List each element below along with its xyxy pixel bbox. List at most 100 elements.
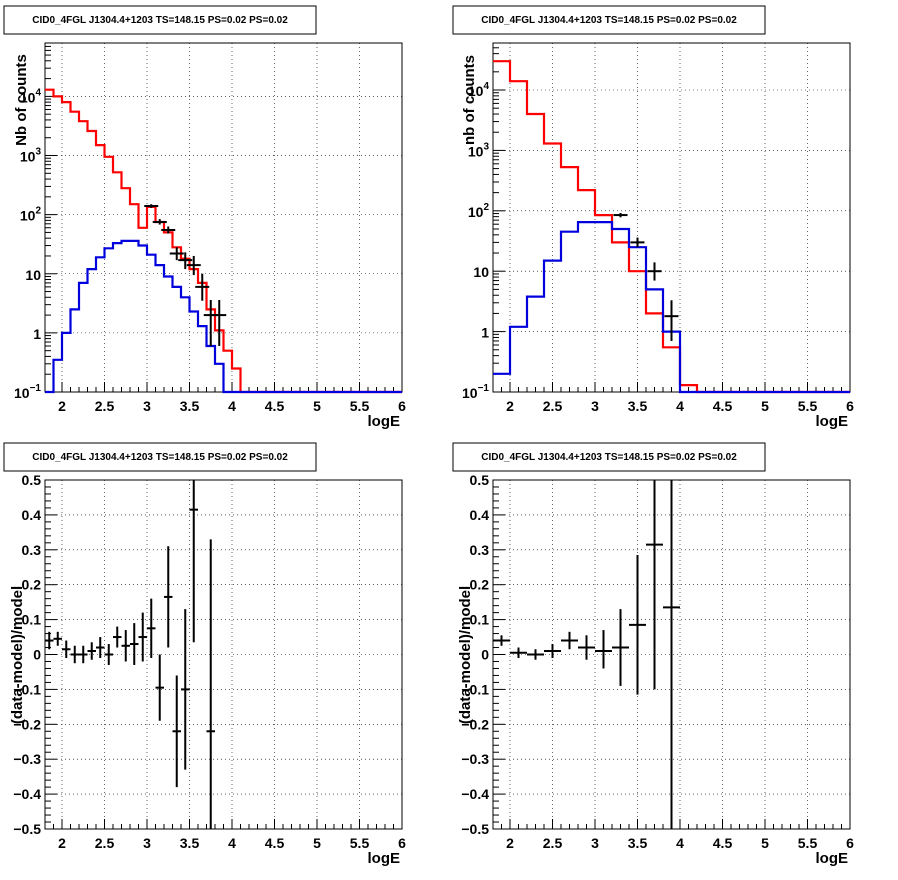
chart-panel-1: 2 2.5 3 3.5 4 4.5 5 5.5 610−1110102103104CID0_4F… — [3, 5, 406, 430]
y-tick-base: 10 — [14, 385, 30, 401]
x-tick-label: 5.5 — [350, 835, 370, 851]
x-tick-label: 3.5 — [628, 835, 648, 851]
y-tick-label: 10 — [473, 264, 489, 280]
y-tick-label: −0.4 — [13, 786, 41, 802]
chart-title: CID0_4FGL J1304.4+1203 TS=148.15 PS=0.02… — [481, 452, 737, 463]
y-tick-exponent: 3 — [483, 141, 489, 152]
y-tick-exponent: −1 — [30, 383, 42, 394]
y-tick-label: 0.4 — [22, 507, 42, 523]
y-tick-label: 0.2 — [470, 577, 490, 593]
y-tick-base: 10 — [473, 264, 489, 280]
x-tick-label: 3 — [591, 835, 599, 851]
x-tick-label: 5.5 — [350, 398, 370, 414]
y-axis-label: Nb of counts — [13, 54, 30, 146]
y-tick-label: 104 — [468, 81, 490, 99]
x-tick-label: 5.5 — [798, 398, 818, 414]
y-tick-label: −0.3 — [461, 751, 489, 767]
x-tick-label: 2.5 — [95, 398, 115, 414]
x-tick-label: 4.5 — [265, 398, 285, 414]
y-tick-label: 103 — [20, 147, 42, 165]
y-tick-exponent: 4 — [35, 87, 41, 98]
y-tick-label: −0.2 — [461, 716, 489, 732]
y-axis-label: (data-model)/model — [457, 586, 474, 724]
y-tick-exponent: 4 — [483, 81, 489, 92]
y-tick-label: 104 — [20, 87, 42, 105]
y-tick-base: 1 — [481, 325, 489, 341]
y-tick-label: 10 — [25, 267, 41, 283]
x-axis-label: logE — [816, 850, 849, 867]
x-axis-label: logE — [368, 413, 401, 430]
y-tick-label: −0.3 — [13, 751, 41, 767]
x-tick-label: 2 — [506, 398, 514, 414]
y-tick-label: −0.1 — [13, 681, 41, 697]
x-tick-label: 3.5 — [180, 835, 200, 851]
x-ticks: 2 2.5 3 3.5 4 4.5 5 5.5 6 — [44, 819, 406, 851]
x-tick-label: 6 — [398, 398, 406, 414]
y-tick-label: 0.5 — [22, 472, 42, 488]
x-tick-label: 4.5 — [265, 835, 285, 851]
x-tick-label: 2 — [58, 398, 66, 414]
y-tick-exponent: −1 — [478, 383, 490, 394]
x-tick-label: 6 — [398, 835, 406, 851]
x-tick-label: 3.5 — [180, 398, 200, 414]
histogram-series-2 — [45, 239, 402, 394]
y-tick-exponent: 3 — [35, 147, 41, 158]
y-tick-label: 102 — [468, 202, 490, 220]
x-ticks: 2 2.5 3 3.5 4 4.5 5 5.5 6 — [492, 819, 854, 851]
x-tick-label: 4.5 — [713, 835, 733, 851]
y-tick-label: 103 — [468, 141, 490, 159]
y-tick-label: 102 — [20, 206, 42, 224]
y-tick-label: 1 — [481, 325, 489, 341]
x-tick-label: 2 — [58, 835, 66, 851]
x-tick-label: 4 — [676, 398, 684, 414]
x-tick-label: 4 — [228, 835, 236, 851]
y-tick-base: 10 — [468, 83, 484, 99]
y-tick-base: 10 — [20, 89, 36, 105]
y-ticks: −0.5 −0.4 −0.3 −0.2 −0.1 0 0.1 0.2 0.3 0.4 0.5 — [461, 472, 505, 837]
y-tick-label: 0.1 — [22, 612, 42, 628]
y-tick-label: −0.2 — [13, 716, 41, 732]
x-axis-label: logE — [368, 850, 401, 867]
x-tick-label: 3 — [591, 398, 599, 414]
y-tick-base: 10 — [20, 208, 36, 224]
y-tick-label: 0.1 — [470, 612, 490, 628]
y-tick-label: 0 — [33, 647, 41, 663]
y-tick-label: −0.5 — [461, 821, 489, 837]
x-axis-label: logE — [816, 413, 849, 430]
title-box — [452, 5, 766, 35]
residual-points — [493, 480, 680, 829]
y-tick-label: 10−1 — [14, 383, 41, 401]
y-tick-label: 0.2 — [22, 577, 42, 593]
y-tick-base: 1 — [33, 326, 41, 342]
chart-title: CID0_4FGL J1304.4+1203 TS=148.15 PS=0.02… — [32, 15, 288, 26]
y-tick-label: 0.4 — [470, 507, 490, 523]
x-tick-label: 5.5 — [798, 835, 818, 851]
y-tick-label: 1 — [33, 326, 41, 342]
x-tick-label: 3.5 — [628, 398, 648, 414]
x-tick-label: 3 — [143, 835, 151, 851]
y-tick-base: 10 — [468, 143, 484, 159]
title-box — [3, 5, 317, 35]
y-tick-label: 0 — [481, 647, 489, 663]
chart-panel-3: 2 2.5 3 3.5 4 4.5 5 5.5 6 −0.5 −0.4 −0.3 −0.2 −0.1 0 0.… — [3, 442, 406, 867]
x-tick-label: 3 — [143, 398, 151, 414]
y-tick-label: −0.4 — [461, 786, 489, 802]
title-box — [3, 442, 317, 472]
y-tick-label: 0.3 — [470, 542, 490, 558]
histogram-series-2 — [493, 221, 850, 394]
x-tick-label: 2.5 — [543, 398, 563, 414]
y-tick-label: 0.3 — [22, 542, 42, 558]
x-tick-label: 2.5 — [543, 835, 563, 851]
x-tick-label: 5 — [313, 835, 321, 851]
residual-points — [45, 480, 215, 829]
x-tick-label: 6 — [846, 398, 854, 414]
y-tick-label: −0.5 — [13, 821, 41, 837]
x-tick-label: 5 — [761, 835, 769, 851]
y-tick-label: 0.5 — [470, 472, 490, 488]
x-tick-label: 4 — [676, 835, 684, 851]
chart-title: CID0_4FGL J1304.4+1203 TS=148.15 PS=0.02… — [481, 15, 737, 26]
x-tick-label: 4 — [228, 398, 236, 414]
